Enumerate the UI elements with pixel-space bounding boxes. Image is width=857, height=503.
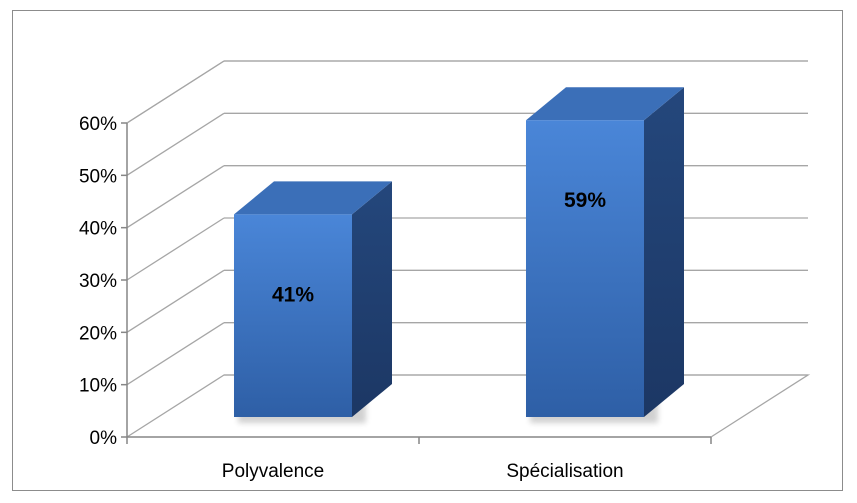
bar-1 <box>526 120 644 417</box>
gridline-side-2 <box>126 269 225 333</box>
y-axis-ticks: 0% 10% 20% 30% 40% 50% 60% <box>79 114 127 449</box>
y-tick-label-1: 10% <box>79 376 117 397</box>
bars <box>234 87 684 423</box>
gridlines <box>126 60 808 386</box>
data-label-0: 41% <box>272 283 314 306</box>
y-tick-label-4: 40% <box>79 219 117 240</box>
gridline-side-top <box>126 60 225 124</box>
chart-frame <box>12 10 843 491</box>
y-tick-label-5: 50% <box>79 166 117 187</box>
bar-side-1 <box>644 87 684 417</box>
bar-top-0 <box>234 181 392 215</box>
y-tick-label-3: 30% <box>79 271 117 292</box>
y-tick-label-6: 60% <box>79 114 117 135</box>
category-label-1: Spécialisation <box>506 461 623 482</box>
gridline-side-1 <box>126 322 225 386</box>
bar-top-1 <box>526 87 684 121</box>
gridline-side-3 <box>126 217 225 281</box>
chart-walls <box>126 374 811 438</box>
bar-0 <box>234 214 352 417</box>
gridline-side-5 <box>126 112 225 176</box>
floor-outline <box>126 374 811 438</box>
category-label-0: Polyvalence <box>222 461 324 482</box>
gridline-side-4 <box>126 165 225 229</box>
labels: 41% Polyvalence 59% Spécialisation <box>222 189 624 482</box>
data-label-1: 59% <box>564 189 606 212</box>
y-tick-label-2: 20% <box>79 323 117 344</box>
y-tick-label-0: 0% <box>90 428 118 449</box>
bar-side-0 <box>352 181 392 417</box>
